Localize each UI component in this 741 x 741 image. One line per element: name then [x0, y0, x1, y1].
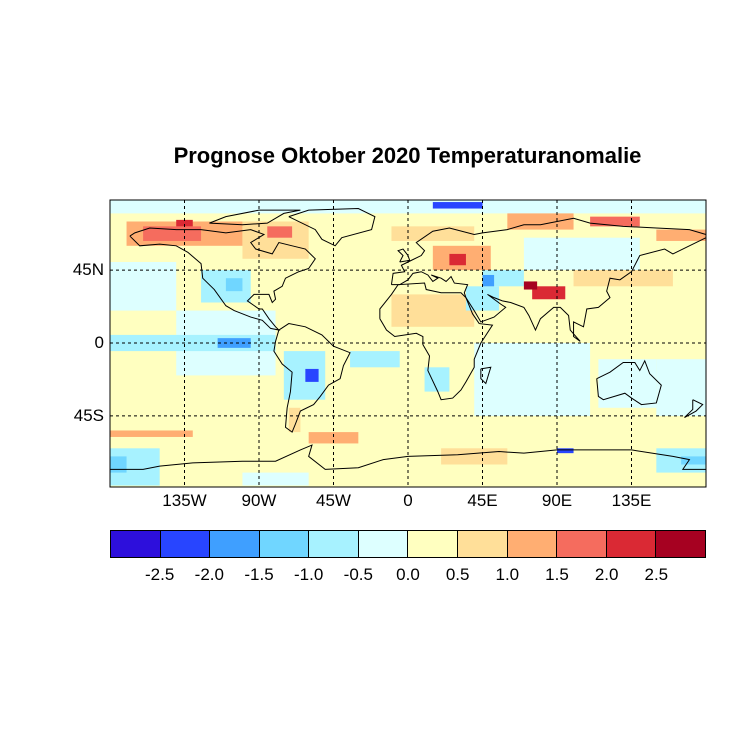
- legend-swatch: [160, 531, 211, 557]
- legend-swatch: [408, 531, 459, 557]
- anomaly-region: [176, 219, 193, 227]
- anomaly-region: [590, 216, 640, 227]
- legend-label: -2.0: [194, 565, 224, 584]
- anomaly-region: [242, 472, 309, 486]
- coastline-antarctica: [110, 444, 706, 470]
- anomaly-region: [573, 270, 673, 287]
- legend-label: -1.5: [244, 565, 274, 584]
- legend-swatch: [259, 531, 310, 557]
- anomaly-region: [288, 407, 301, 433]
- lon-label: 45W: [316, 491, 351, 510]
- legend-swatch: [309, 531, 359, 557]
- legend-label: -2.5: [145, 565, 175, 584]
- legend-label: -0.5: [343, 565, 373, 584]
- legend-swatch: [656, 531, 705, 557]
- legend-label: 2.0: [594, 565, 619, 584]
- anomaly-region: [217, 338, 251, 348]
- anomaly-region: [110, 456, 127, 473]
- coastline-australia: [596, 359, 662, 406]
- coastline-britain: [397, 248, 411, 263]
- legend-label: 1.0: [495, 565, 520, 584]
- anomaly-region: [350, 351, 400, 368]
- lat-label: 45N: [72, 260, 104, 280]
- anomaly-region: [474, 343, 591, 416]
- legend-swatch: [358, 531, 409, 557]
- map-frame: [109, 199, 707, 488]
- anomaly-region: [391, 294, 475, 327]
- anomaly-region: [225, 278, 243, 292]
- anomaly-field: [110, 200, 706, 487]
- legend-label: -1.0: [294, 565, 324, 584]
- map-title: Prognose Oktober 2020 Temperaturanomalie: [173, 143, 642, 168]
- coastline-eurasia: [390, 217, 707, 342]
- anomaly-region: [305, 368, 319, 382]
- lon-label: 135E: [611, 491, 652, 510]
- anomaly-region: [391, 226, 475, 241]
- legend-swatch: [111, 531, 161, 557]
- anomaly-region: [110, 262, 177, 311]
- anomaly-region: [681, 456, 706, 465]
- lon-label: 90W: [241, 491, 277, 510]
- anomaly-region: [656, 229, 706, 241]
- lon-label: 0: [403, 491, 413, 510]
- coastline-madagascar: [480, 366, 492, 385]
- legend-label: 0.5: [445, 565, 470, 584]
- legend-swatch: [458, 531, 508, 557]
- legend-swatch: [557, 531, 607, 557]
- coastline-north-america: [129, 227, 316, 331]
- anomaly-region: [449, 253, 466, 266]
- anomaly-region: [482, 274, 495, 287]
- coastline-africa: [379, 282, 494, 401]
- lon-label: 45E: [467, 491, 498, 510]
- legend-swatch: [606, 531, 657, 557]
- color-legend: [110, 530, 706, 558]
- anomaly-region: [523, 237, 640, 271]
- legend-label: 1.5: [545, 565, 569, 584]
- anomaly-region: [441, 448, 508, 465]
- lon-label: 90E: [541, 491, 573, 510]
- lat-label: 45S: [73, 405, 104, 425]
- anomaly-region: [557, 448, 574, 454]
- legend-swatch: [507, 531, 558, 557]
- anomaly-region: [598, 359, 657, 408]
- legend-label: 0.0: [396, 565, 420, 584]
- lon-label: 135W: [162, 491, 207, 510]
- coastlines: [110, 208, 707, 470]
- coastline-south-america: [273, 323, 351, 433]
- anomaly-region: [110, 430, 193, 437]
- anomaly-region: [432, 202, 483, 209]
- anomaly-region: [308, 432, 359, 444]
- coastline-new-zealand: [684, 399, 704, 418]
- coastline-greenland: [288, 208, 376, 247]
- legend-swatch: [210, 531, 260, 557]
- legend-label: 2.5: [644, 565, 669, 584]
- anomaly-region: [656, 359, 706, 416]
- anomaly-region: [523, 281, 538, 290]
- coastline-arctic-islands: [209, 209, 301, 226]
- anomaly-region: [267, 226, 293, 238]
- lat-label: 0: [94, 333, 104, 352]
